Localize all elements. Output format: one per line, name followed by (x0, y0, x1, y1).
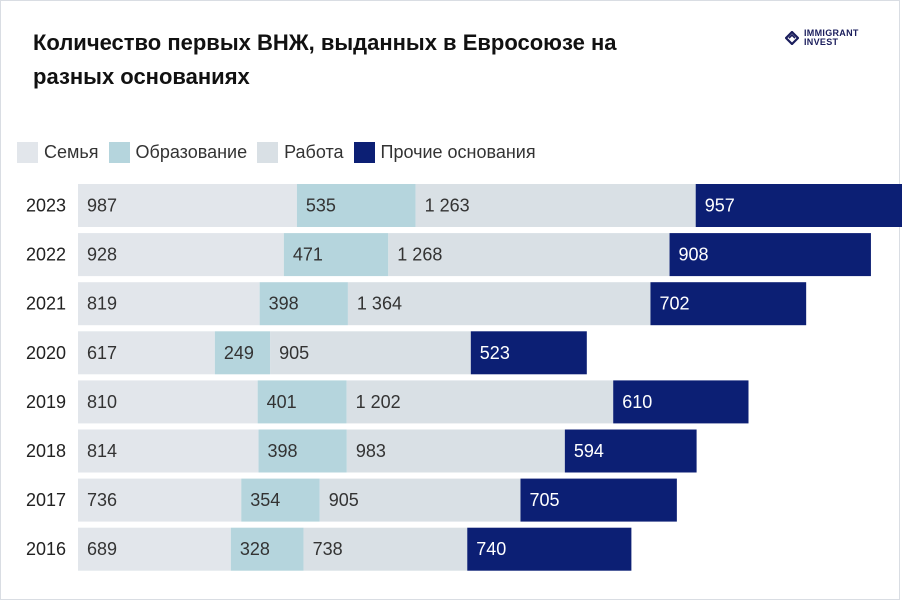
bar-education-2019 (257, 380, 347, 424)
data-label-education-2020: 249 (224, 343, 254, 363)
data-label-education-2017: 354 (250, 490, 280, 510)
data-label-family-2018: 814 (87, 441, 117, 461)
data-label-other-2020: 523 (480, 343, 510, 363)
legend-swatch-work (257, 141, 279, 163)
bar-education-2018 (258, 429, 347, 473)
logo-mark-icon (785, 31, 799, 45)
bar-work-2023 (415, 184, 696, 227)
bar-family-2022 (78, 233, 284, 277)
legend-item-work: Работа (257, 141, 344, 163)
data-label-other-2018: 594 (574, 441, 604, 461)
year-label-2017: 2017 (26, 490, 66, 510)
bar-family-2018 (78, 429, 259, 473)
data-label-other-2021: 702 (659, 294, 689, 314)
data-label-other-2016: 740 (476, 539, 506, 559)
logo-line-1: IMMIGRANT (804, 28, 859, 38)
data-label-work-2016: 738 (313, 539, 343, 559)
year-label-2021: 2021 (26, 294, 66, 314)
legend-label-education: Образование (135, 141, 248, 162)
logo-line-2: INVEST (804, 37, 839, 47)
bar-work-2020 (270, 331, 471, 375)
bar-other-2021 (650, 282, 807, 326)
bar-work-2022 (388, 233, 670, 277)
bar-other-2018 (564, 429, 697, 473)
data-label-work-2018: 983 (356, 441, 386, 461)
bar-work-2021 (347, 282, 651, 326)
data-label-education-2021: 398 (269, 294, 299, 314)
bar-other-2020 (470, 331, 587, 375)
legend-label-work: Работа (284, 141, 344, 162)
data-label-other-2023: 957 (705, 196, 735, 216)
brand-logo: IMMIGRANT INVEST (785, 28, 859, 48)
bar-family-2023 (78, 184, 297, 227)
data-label-work-2021: 1 364 (357, 294, 402, 314)
year-label-2019: 2019 (26, 392, 66, 412)
data-label-family-2023: 987 (87, 196, 117, 216)
data-label-other-2019: 610 (622, 392, 652, 412)
bar-family-2020 (78, 331, 215, 375)
data-label-work-2022: 1 268 (397, 245, 442, 265)
bar-other-2022 (669, 233, 871, 277)
bar-education-2016 (230, 527, 304, 571)
data-label-other-2022: 908 (679, 245, 709, 265)
data-label-work-2020: 905 (279, 343, 309, 363)
legend-item-education: Образование (108, 141, 248, 163)
bar-other-2017 (520, 478, 677, 522)
bar-education-2020 (214, 331, 271, 375)
year-label-2022: 2022 (26, 245, 66, 265)
bar-education-2022 (283, 233, 389, 277)
data-label-family-2017: 736 (87, 490, 117, 510)
data-label-education-2022: 471 (293, 245, 323, 265)
bar-education-2017 (241, 478, 320, 522)
legend: Семья Образование Работа Прочие основани… (17, 140, 546, 164)
legend-item-other: Прочие основания (353, 141, 536, 163)
year-label-2020: 2020 (26, 343, 66, 363)
data-label-family-2022: 928 (87, 245, 117, 265)
bar-family-2019 (78, 380, 258, 424)
bar-work-2019 (346, 380, 614, 424)
chart-title: Количество первых ВНЖ, выданных в Евросо… (33, 30, 617, 89)
data-label-education-2019: 401 (267, 392, 297, 412)
bar-work-2018 (346, 429, 565, 473)
bar-other-2023 (695, 184, 902, 227)
year-label-2018: 2018 (26, 441, 66, 461)
legend-item-family: Семья (17, 141, 99, 163)
data-label-family-2021: 819 (87, 294, 117, 314)
data-label-education-2023: 535 (306, 196, 336, 216)
data-label-work-2019: 1 202 (356, 392, 401, 412)
legend-swatch-other (353, 141, 375, 163)
year-label-2016: 2016 (26, 539, 66, 559)
data-label-family-2020: 617 (87, 343, 117, 363)
bar-family-2017 (78, 478, 242, 522)
bar-family-2016 (78, 527, 231, 571)
data-label-family-2016: 689 (87, 539, 117, 559)
data-label-other-2017: 705 (529, 490, 559, 510)
data-label-education-2016: 328 (240, 539, 270, 559)
data-label-work-2017: 905 (329, 490, 359, 510)
bar-other-2019 (613, 380, 749, 424)
data-label-work-2023: 1 263 (425, 196, 470, 216)
bar-work-2017 (319, 478, 521, 522)
bar-family-2021 (78, 282, 260, 326)
bar-education-2023 (296, 184, 416, 227)
bar-other-2016 (467, 527, 632, 571)
bar-education-2021 (259, 282, 348, 326)
data-label-education-2018: 398 (268, 441, 298, 461)
legend-label-other: Прочие основания (380, 141, 536, 162)
bar-work-2016 (303, 527, 468, 571)
data-label-family-2019: 810 (87, 392, 117, 412)
legend-label-family: Семья (44, 141, 99, 162)
legend-swatch-education (108, 141, 130, 163)
year-label-2023: 2023 (26, 196, 66, 216)
legend-swatch-family (17, 141, 38, 163)
